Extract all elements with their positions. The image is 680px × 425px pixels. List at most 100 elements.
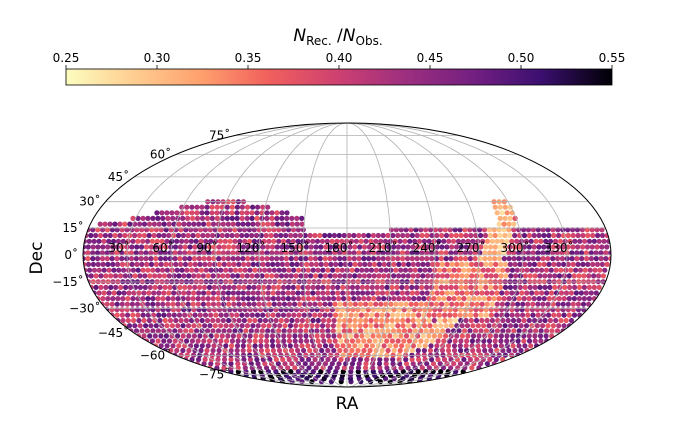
data-point	[482, 333, 488, 339]
data-point	[203, 267, 209, 273]
data-point	[265, 244, 271, 250]
data-point	[416, 238, 423, 244]
data-point	[165, 301, 171, 307]
data-point	[252, 343, 258, 349]
data-point	[296, 267, 302, 273]
data-point	[409, 284, 415, 290]
data-point	[400, 273, 406, 279]
data-point	[444, 244, 450, 250]
data-point	[261, 284, 267, 290]
data-point	[223, 267, 229, 273]
data-point	[400, 323, 406, 329]
data-point	[490, 267, 496, 273]
data-point	[376, 361, 383, 367]
dec-tick-label: 30˚	[79, 194, 100, 209]
data-point	[551, 232, 557, 239]
data-point	[278, 232, 284, 239]
data-point	[496, 221, 502, 227]
data-point	[320, 267, 326, 273]
data-point	[317, 343, 323, 349]
data-point	[395, 232, 401, 239]
data-point	[283, 232, 289, 239]
data-point	[451, 267, 457, 273]
data-point	[301, 312, 307, 318]
data-point	[398, 301, 404, 307]
data-point	[424, 244, 431, 250]
data-point	[428, 343, 434, 349]
data-point	[565, 301, 571, 307]
data-point	[190, 296, 196, 302]
data-point	[231, 284, 237, 290]
data-point	[415, 333, 421, 339]
data-point	[214, 232, 221, 239]
data-point	[90, 250, 96, 256]
data-point	[525, 250, 532, 256]
data-point	[184, 338, 190, 344]
data-point	[404, 290, 410, 296]
data-point	[507, 244, 513, 250]
data-point	[401, 338, 407, 344]
data-point	[554, 250, 561, 256]
data-point	[470, 238, 476, 244]
data-point	[496, 250, 502, 256]
data-point	[380, 256, 386, 262]
data-point	[565, 227, 571, 233]
data-point	[448, 284, 454, 290]
data-point	[220, 256, 227, 262]
data-point	[191, 290, 197, 296]
data-point	[85, 250, 91, 256]
data-point	[160, 215, 166, 221]
data-point	[150, 215, 156, 221]
data-point	[337, 256, 343, 262]
data-point	[188, 227, 194, 233]
data-point	[185, 215, 191, 221]
data-point	[525, 312, 531, 318]
data-point	[240, 347, 246, 354]
data-point	[541, 296, 547, 302]
data-point	[349, 347, 355, 354]
data-point	[177, 328, 183, 334]
data-point	[299, 215, 305, 221]
data-point	[574, 250, 580, 256]
data-point	[135, 312, 141, 318]
data-point	[383, 356, 389, 363]
data-point	[407, 328, 413, 334]
data-point	[512, 284, 519, 290]
data-point	[394, 317, 400, 324]
data-point	[593, 256, 599, 262]
data-point	[225, 221, 231, 227]
data-point	[502, 352, 508, 358]
data-point	[149, 338, 155, 344]
data-point	[412, 328, 418, 334]
data-point	[420, 333, 426, 339]
data-point	[162, 256, 168, 262]
data-point	[122, 232, 128, 239]
data-point	[360, 290, 366, 296]
data-point	[138, 256, 144, 262]
data-point	[550, 227, 556, 233]
data-point	[170, 296, 176, 302]
data-point	[124, 250, 130, 256]
data-point	[374, 312, 380, 318]
data-point	[182, 250, 188, 256]
data-point	[290, 238, 296, 244]
data-point	[341, 365, 347, 371]
data-point	[293, 323, 299, 329]
data-point	[496, 227, 502, 233]
data-point	[96, 238, 102, 244]
data-point	[290, 296, 297, 302]
data-point	[338, 338, 344, 344]
data-point	[247, 333, 253, 339]
data-point	[252, 307, 258, 313]
data-point	[210, 347, 216, 354]
data-point	[303, 352, 309, 358]
data-point	[507, 284, 513, 290]
data-point	[575, 307, 582, 313]
data-point	[313, 244, 319, 250]
data-point	[130, 312, 136, 318]
data-point	[473, 261, 479, 267]
data-point	[132, 232, 138, 239]
data-point	[186, 347, 192, 354]
data-point	[295, 369, 301, 375]
data-point	[463, 284, 469, 290]
